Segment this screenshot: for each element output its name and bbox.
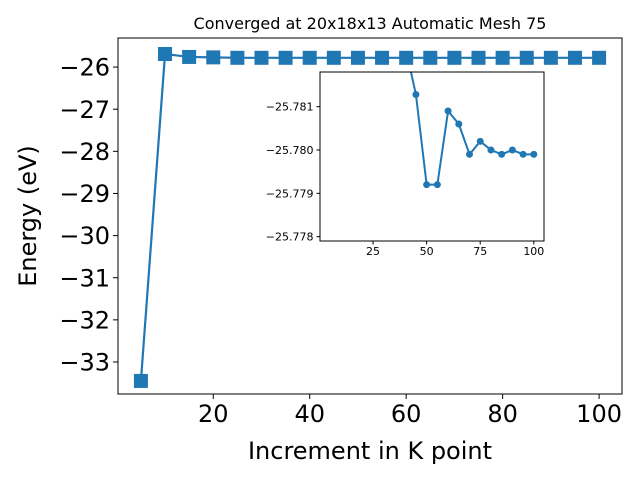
x-tick-label: 25 (366, 245, 380, 258)
marker (567, 50, 582, 65)
marker (433, 181, 441, 189)
x-tick-label: 20 (198, 400, 229, 428)
marker (412, 91, 420, 99)
marker (158, 47, 173, 62)
y-tick-label: −29 (59, 180, 110, 208)
marker (423, 50, 438, 65)
y-tick-label: −25.780 (266, 144, 314, 157)
y-tick-label: −26 (59, 54, 110, 82)
x-tick-label: 100 (576, 400, 622, 428)
marker (230, 50, 245, 65)
marker (487, 146, 495, 154)
marker (543, 50, 558, 65)
marker (302, 50, 317, 65)
marker (508, 146, 516, 154)
marker (423, 181, 431, 189)
marker (133, 373, 148, 388)
plot-area (409, 72, 538, 189)
plot-area (133, 47, 607, 388)
marker (530, 150, 538, 158)
y-tick-label: −31 (59, 264, 110, 292)
x-tick-label: 80 (487, 400, 518, 428)
y-tick-label: −25.778 (266, 231, 314, 244)
x-tick-label: 60 (391, 400, 422, 428)
marker (519, 150, 527, 158)
marker (278, 50, 293, 65)
y-tick-label: −25.779 (266, 187, 314, 200)
x-tick-label: 40 (294, 400, 325, 428)
y-tick-label: −32 (59, 306, 110, 334)
axes-frame (117, 37, 623, 395)
y-axis-label: Energy (eV) (14, 145, 42, 287)
x-tick-label: 75 (473, 245, 487, 258)
marker (519, 50, 534, 65)
marker (206, 50, 221, 65)
y-tick-label: −27 (59, 96, 110, 124)
marker (495, 50, 510, 65)
marker (498, 150, 506, 158)
x-tick-label: 100 (523, 245, 544, 258)
marker (182, 49, 197, 64)
marker (447, 50, 462, 65)
inset-background (320, 72, 544, 241)
marker (254, 50, 269, 65)
y-tick-label: −28 (59, 138, 110, 166)
marker (476, 137, 484, 145)
marker (466, 150, 474, 158)
marker (350, 50, 365, 65)
x-tick-label: 50 (420, 245, 434, 258)
marker (444, 107, 452, 115)
chart-title: Converged at 20x18x13 Automatic Mesh 75 (194, 14, 547, 33)
marker (592, 50, 607, 65)
y-tick-label: −30 (59, 222, 110, 250)
x-axis-label: Increment in K point (248, 437, 492, 465)
y-tick-label: −25.781 (266, 101, 314, 114)
y-tick-label: −33 (59, 349, 110, 377)
marker (471, 50, 486, 65)
marker (375, 50, 390, 65)
marker (399, 50, 414, 65)
marker (455, 120, 463, 128)
axes-frame (319, 71, 545, 242)
marker (326, 50, 341, 65)
